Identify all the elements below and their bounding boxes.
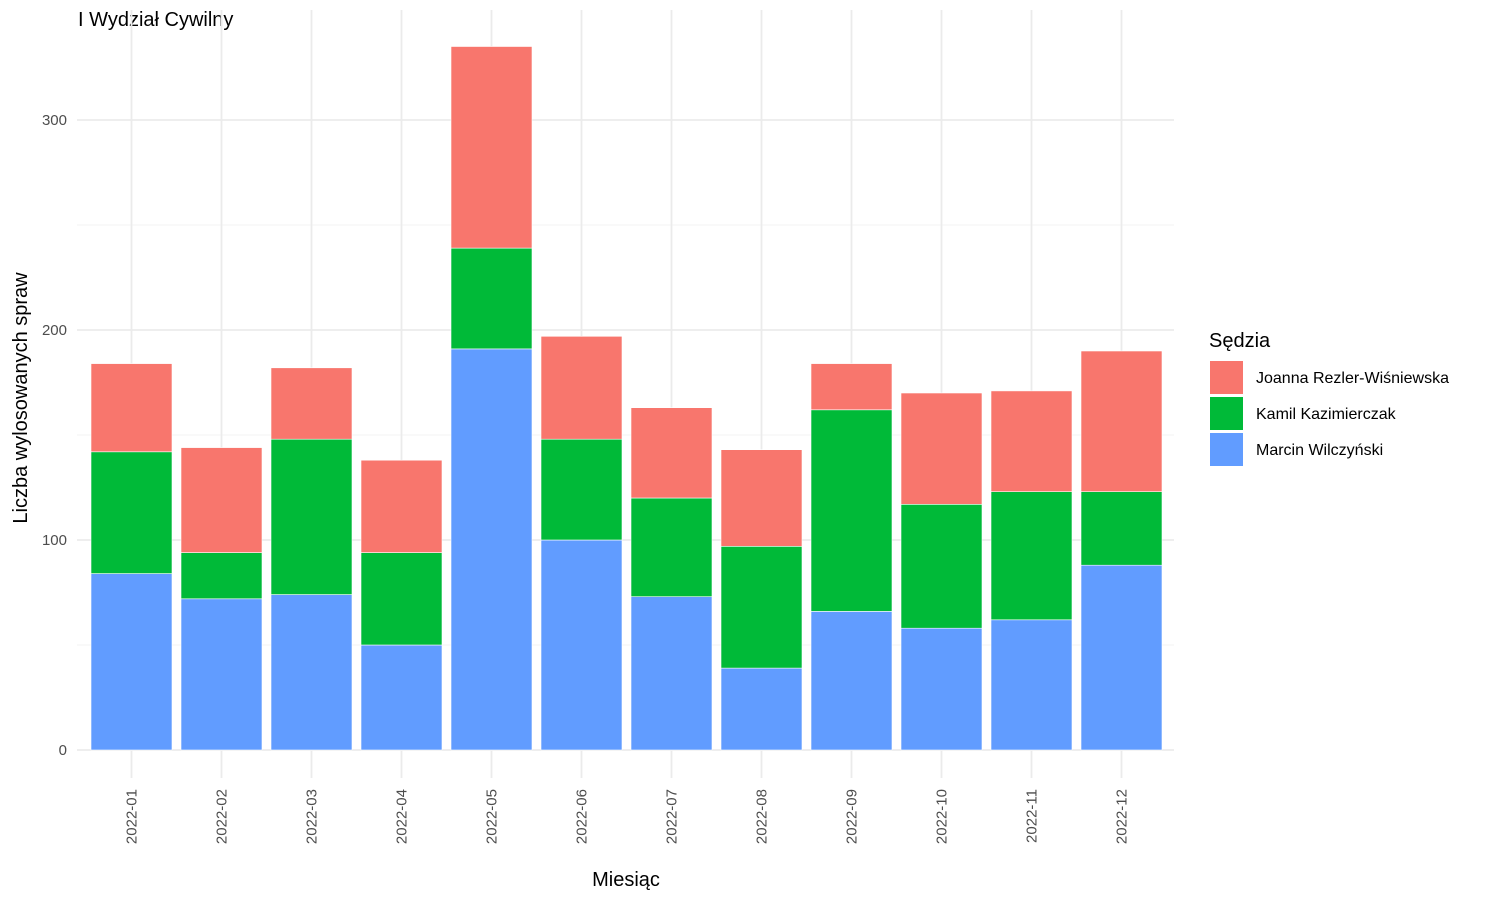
legend-label: Joanna Rezler-Wiśniewska xyxy=(1256,370,1449,387)
bar-segment xyxy=(990,390,1073,492)
x-tick-label: 2022-05 xyxy=(484,789,501,844)
bar-segment xyxy=(90,363,173,453)
x-axis-ticks: 2022-01 2022-02 2022-03 2022-04 2022-05 2022-… xyxy=(124,789,1131,844)
bar-segment xyxy=(450,46,533,249)
bar-segment xyxy=(450,348,533,751)
bar-segment xyxy=(540,438,623,541)
bar-segment xyxy=(450,247,533,350)
bar-segment xyxy=(180,598,263,751)
x-tick-label: 2022-09 xyxy=(844,789,861,844)
bar-segment xyxy=(1080,350,1163,492)
bar-segment xyxy=(720,667,803,751)
bar-segment xyxy=(630,497,713,597)
legend-title: Sędzia xyxy=(1209,330,1271,352)
y-axis-ticks: 0 100 200 300 xyxy=(42,112,67,759)
chart-title: I Wydział Cywilny xyxy=(78,9,233,31)
bar-segment xyxy=(360,644,443,751)
x-tick-label: 2022-04 xyxy=(394,789,411,844)
x-tick-label: 2022-12 xyxy=(1114,789,1131,844)
legend-swatch xyxy=(1210,433,1243,466)
bar-segment xyxy=(990,491,1073,621)
x-tick-label: 2022-01 xyxy=(124,789,141,844)
bar-segment xyxy=(1080,564,1163,751)
bar-segment xyxy=(360,552,443,646)
bar-segment xyxy=(900,627,983,751)
bar-segment xyxy=(270,367,353,440)
y-tick-label: 300 xyxy=(42,112,67,129)
bar-segment xyxy=(900,503,983,629)
x-tick-label: 2022-08 xyxy=(754,789,771,844)
bars xyxy=(90,46,1163,751)
x-tick-label: 2022-02 xyxy=(214,789,231,844)
x-tick-label: 2022-07 xyxy=(664,789,681,844)
bar-segment xyxy=(990,619,1073,751)
x-tick-label: 2022-11 xyxy=(1024,789,1041,843)
bar-segment xyxy=(630,596,713,751)
bar-segment xyxy=(1080,491,1163,566)
legend-swatch xyxy=(1210,361,1243,394)
y-tick-label: 200 xyxy=(42,322,67,339)
bar-segment xyxy=(270,594,353,751)
bar-segment xyxy=(270,438,353,595)
y-tick-label: 0 xyxy=(59,742,67,759)
bar-segment xyxy=(900,392,983,505)
bar-segment xyxy=(180,447,263,553)
bar-segment xyxy=(540,335,623,440)
bar-segment xyxy=(360,459,443,553)
bar-segment xyxy=(540,539,623,751)
bar-segment xyxy=(810,363,893,411)
x-axis-title: Miesiąc xyxy=(592,869,660,891)
legend: Sędzia Joanna Rezler-Wiśniewska Kamil Kaz… xyxy=(1209,330,1449,466)
bar-segment xyxy=(180,552,263,600)
bar-segment xyxy=(90,451,173,574)
x-tick-label: 2022-03 xyxy=(304,789,321,844)
bar-segment xyxy=(630,407,713,499)
x-tick-label: 2022-10 xyxy=(934,789,951,844)
bar-segment xyxy=(720,545,803,669)
x-tick-label: 2022-06 xyxy=(574,789,591,844)
legend-swatch xyxy=(1210,397,1243,430)
y-tick-label: 100 xyxy=(42,532,67,549)
bar-segment xyxy=(810,409,893,612)
bar-segment xyxy=(90,573,173,751)
legend-label: Marcin Wilczyński xyxy=(1256,442,1383,459)
legend-label: Kamil Kazimierczak xyxy=(1256,406,1397,423)
y-axis-title: Liczba wylosowanych spraw xyxy=(10,272,32,524)
bar-segment xyxy=(810,611,893,751)
bar-segment xyxy=(720,449,803,547)
